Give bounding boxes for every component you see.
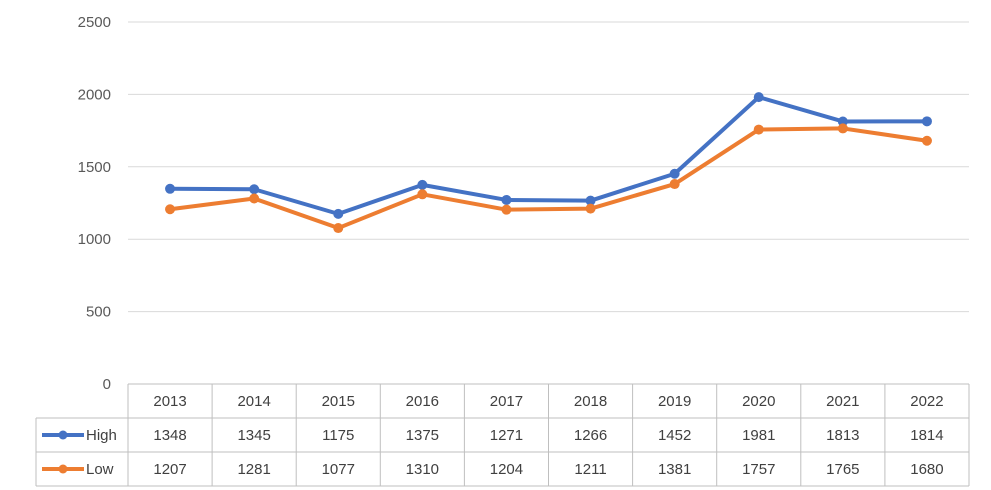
legend-key-marker: [58, 430, 68, 440]
y-tick-label: 500: [86, 304, 111, 321]
data-point-low: [837, 123, 848, 134]
data-table-value: 1266: [574, 427, 607, 444]
data-table-value: 1981: [742, 427, 775, 444]
category-label: 2015: [322, 393, 355, 410]
data-table-value: 1175: [322, 427, 354, 444]
gridlines: [128, 21, 969, 313]
data-point-high: [249, 184, 260, 195]
data-point-low: [501, 204, 512, 215]
data-table-value: 1204: [490, 461, 523, 478]
category-label: 2019: [658, 393, 691, 410]
y-tick-label: 1500: [78, 159, 111, 176]
category-label: 2022: [910, 393, 943, 410]
category-label: 2014: [237, 393, 270, 410]
series-line-low: [168, 126, 929, 231]
y-tick-label: 2500: [78, 14, 111, 31]
data-point-low: [417, 189, 428, 200]
y-tick-label: 2000: [78, 86, 111, 103]
data-point-high: [501, 194, 512, 205]
series-line-high: [168, 95, 929, 216]
category-label: 2021: [826, 393, 859, 410]
data-table-value: 1765: [826, 461, 859, 478]
category-label: 2016: [406, 393, 439, 410]
data-point-low: [333, 223, 344, 234]
data-point-high: [417, 179, 428, 190]
data-table-value: 1281: [237, 461, 270, 478]
category-label: 2018: [574, 393, 607, 410]
data-table: 2013 2014 2015 2016 2017 2018 2019 2020 2021 2022…: [35, 383, 970, 487]
category-label: 2013: [153, 393, 186, 410]
category-label: 2020: [742, 393, 775, 410]
data-point-high: [165, 183, 176, 194]
data-table-value: 1211: [574, 461, 606, 478]
legend-label: Low: [86, 461, 114, 478]
data-table-value: 1271: [490, 427, 523, 444]
data-table-value: 1207: [153, 461, 186, 478]
data-table-value: 1375: [406, 427, 439, 444]
data-table-value: 1814: [910, 427, 943, 444]
data-table-value: 1077: [322, 461, 355, 478]
legend-key-marker: [58, 464, 68, 474]
data-point-low: [669, 179, 680, 190]
data-point-high: [669, 168, 680, 179]
data-table-value: 1452: [658, 427, 691, 444]
data-point-low: [585, 203, 596, 214]
y-axis: 0 500 1000 1500 2000 2500: [78, 14, 111, 393]
data-point-low: [249, 193, 260, 204]
data-point-high: [921, 116, 932, 127]
data-point-low: [921, 135, 932, 146]
data-table-value: 1680: [910, 461, 943, 478]
data-table-value: 1381: [658, 461, 691, 478]
series-layer: [165, 92, 932, 234]
data-point-low: [753, 124, 764, 135]
data-point-high: [753, 92, 764, 103]
data-table-value: 1813: [826, 427, 859, 444]
data-point-high: [837, 116, 848, 127]
data-table-value: 1757: [742, 461, 775, 478]
legend-label: High: [86, 427, 117, 444]
data-point-high: [333, 208, 344, 219]
data-table-value: 1310: [406, 461, 439, 478]
data-point-low: [165, 204, 176, 215]
y-tick-label: 1000: [78, 231, 111, 248]
data-table-value: 1345: [237, 427, 270, 444]
y-tick-label: 0: [103, 376, 111, 393]
data-point-high: [585, 195, 596, 206]
category-label: 2017: [490, 393, 523, 410]
data-table-value: 1348: [153, 427, 186, 444]
